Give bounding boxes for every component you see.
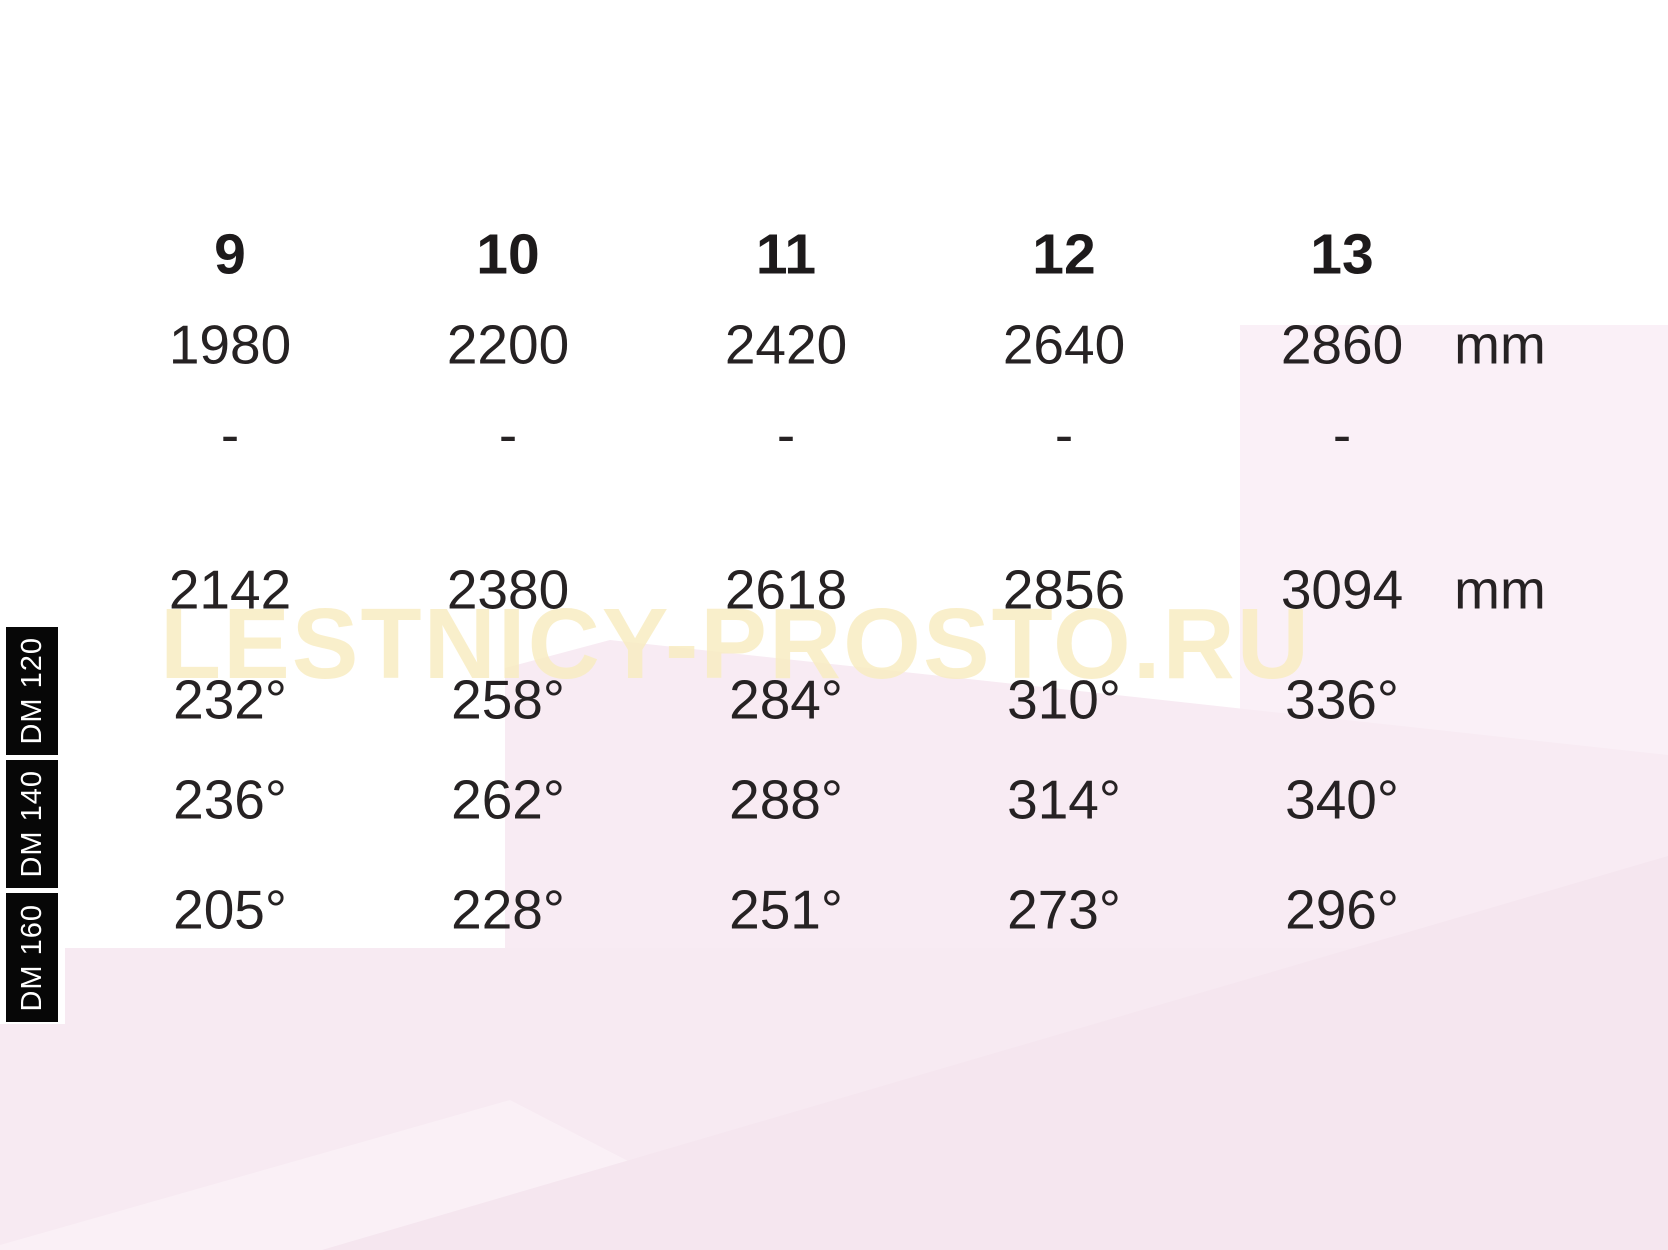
table-cell: 228° bbox=[451, 878, 565, 941]
table-cell: 2618 bbox=[724, 558, 848, 621]
table-cell: 284° bbox=[729, 668, 843, 731]
table-cell: 2856 bbox=[1002, 558, 1126, 621]
column-header-12: 12 bbox=[1032, 222, 1096, 287]
table-cell: 273° bbox=[1007, 878, 1121, 941]
table-cell: 251° bbox=[729, 878, 843, 941]
table-cell: 340° bbox=[1285, 768, 1399, 831]
table-cell: 2200 bbox=[446, 313, 570, 376]
watermark: LESTNICY-PROSTO.RU bbox=[160, 588, 1311, 700]
table-cell: 262° bbox=[451, 768, 565, 831]
column-header-13: 13 bbox=[1310, 222, 1374, 287]
table-cell: 314° bbox=[1007, 768, 1121, 831]
side-label-text: DM 120 bbox=[15, 637, 48, 745]
table-cell: 205° bbox=[173, 878, 287, 941]
side-label-dm160: DM 160 bbox=[6, 893, 58, 1022]
table-cell: 288° bbox=[729, 768, 843, 831]
unit-label-mm: mm bbox=[1454, 313, 1546, 376]
table-cell: 232° bbox=[173, 668, 287, 731]
table-cell-dash: - bbox=[1332, 403, 1352, 466]
table-cell: 310° bbox=[1007, 668, 1121, 731]
table-cell: 236° bbox=[173, 768, 287, 831]
unit-label-mm: mm bbox=[1454, 558, 1546, 621]
column-header-11: 11 bbox=[755, 222, 817, 287]
table-cell: 2860 bbox=[1280, 313, 1404, 376]
side-label-text: DM 160 bbox=[15, 903, 48, 1012]
side-label-dm120: DM 120 bbox=[6, 627, 58, 755]
side-label-text: DM 140 bbox=[15, 770, 48, 878]
table-cell: 296° bbox=[1285, 878, 1399, 941]
table-cell-dash: - bbox=[220, 403, 240, 466]
table-cell: 2380 bbox=[446, 558, 570, 621]
table-cell: 336° bbox=[1285, 668, 1399, 731]
table-cell: 2420 bbox=[724, 313, 848, 376]
table-cell: 2142 bbox=[168, 558, 292, 621]
column-header-10: 10 bbox=[476, 222, 540, 287]
table-cell: 3094 bbox=[1280, 558, 1404, 621]
column-header-9: 9 bbox=[214, 222, 246, 287]
table-cell: 1980 bbox=[168, 313, 292, 376]
table-cell: 258° bbox=[451, 668, 565, 731]
table-cell-dash: - bbox=[498, 403, 518, 466]
table-cell-dash: - bbox=[776, 403, 796, 466]
table-cell-dash: - bbox=[1054, 403, 1074, 466]
table-cell: 2640 bbox=[1002, 313, 1126, 376]
side-label-dm140: DM 140 bbox=[6, 760, 58, 888]
